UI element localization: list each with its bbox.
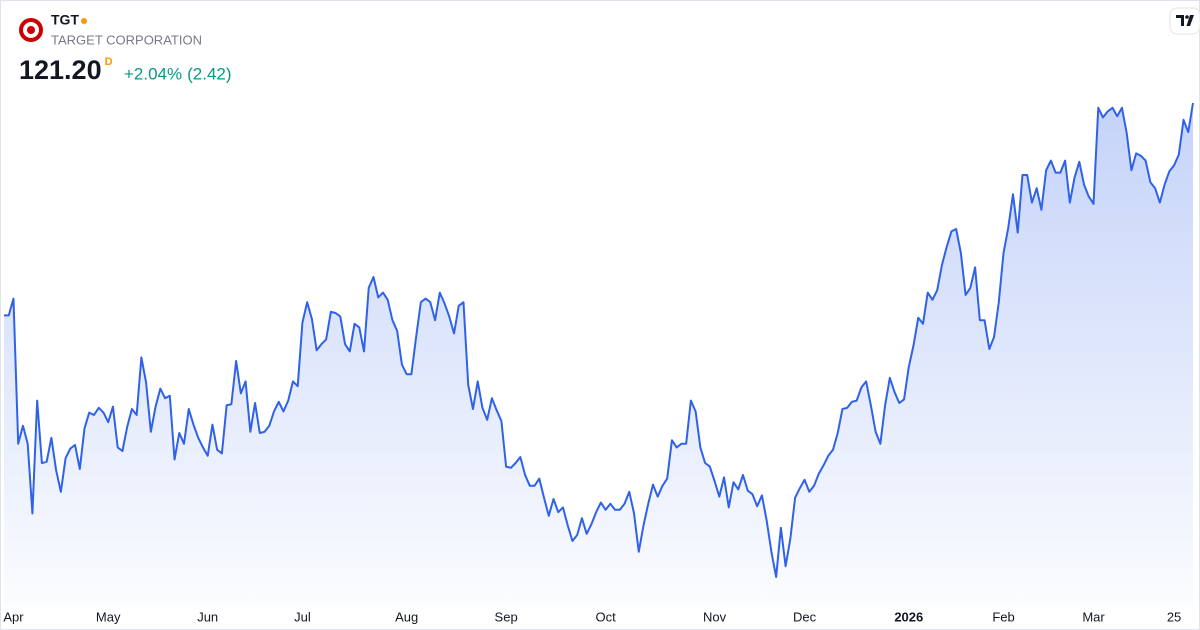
change: (2.42) bbox=[187, 64, 231, 83]
tradingview-logo bbox=[1169, 7, 1200, 35]
status-dot bbox=[81, 18, 87, 24]
x-tick-label: Mar bbox=[1082, 609, 1105, 624]
x-tick-label: Dec bbox=[793, 609, 817, 624]
x-tick-label: Feb bbox=[992, 609, 1014, 624]
x-tick-label: Apr bbox=[3, 609, 24, 624]
x-tick-label: Jun bbox=[197, 609, 218, 624]
x-tick-label: 25 bbox=[1167, 609, 1181, 624]
x-tick-label: Aug bbox=[395, 609, 418, 624]
x-tick-label: May bbox=[96, 609, 121, 624]
change-percent: +2.04% bbox=[124, 64, 182, 83]
target-logo bbox=[19, 18, 43, 42]
company-name: TARGET CORPORATION bbox=[51, 32, 202, 47]
x-tick-label: Nov bbox=[703, 609, 727, 624]
x-tick-label: 2026 bbox=[894, 609, 923, 624]
symbol: TGT bbox=[51, 12, 79, 28]
price-line bbox=[4, 102, 1194, 578]
price: 121.20 bbox=[19, 55, 102, 85]
price-flag: D bbox=[105, 56, 113, 68]
plot-area: Apr May Jun Jul Aug Sep Oct Nov Dec 2026 Feb Mar 25 bbox=[3, 102, 1194, 624]
x-tick-label: Jul bbox=[294, 609, 311, 624]
area-fill bbox=[4, 103, 1193, 605]
x-tick-label: Sep bbox=[495, 609, 518, 624]
x-tick-label: Oct bbox=[595, 609, 616, 624]
